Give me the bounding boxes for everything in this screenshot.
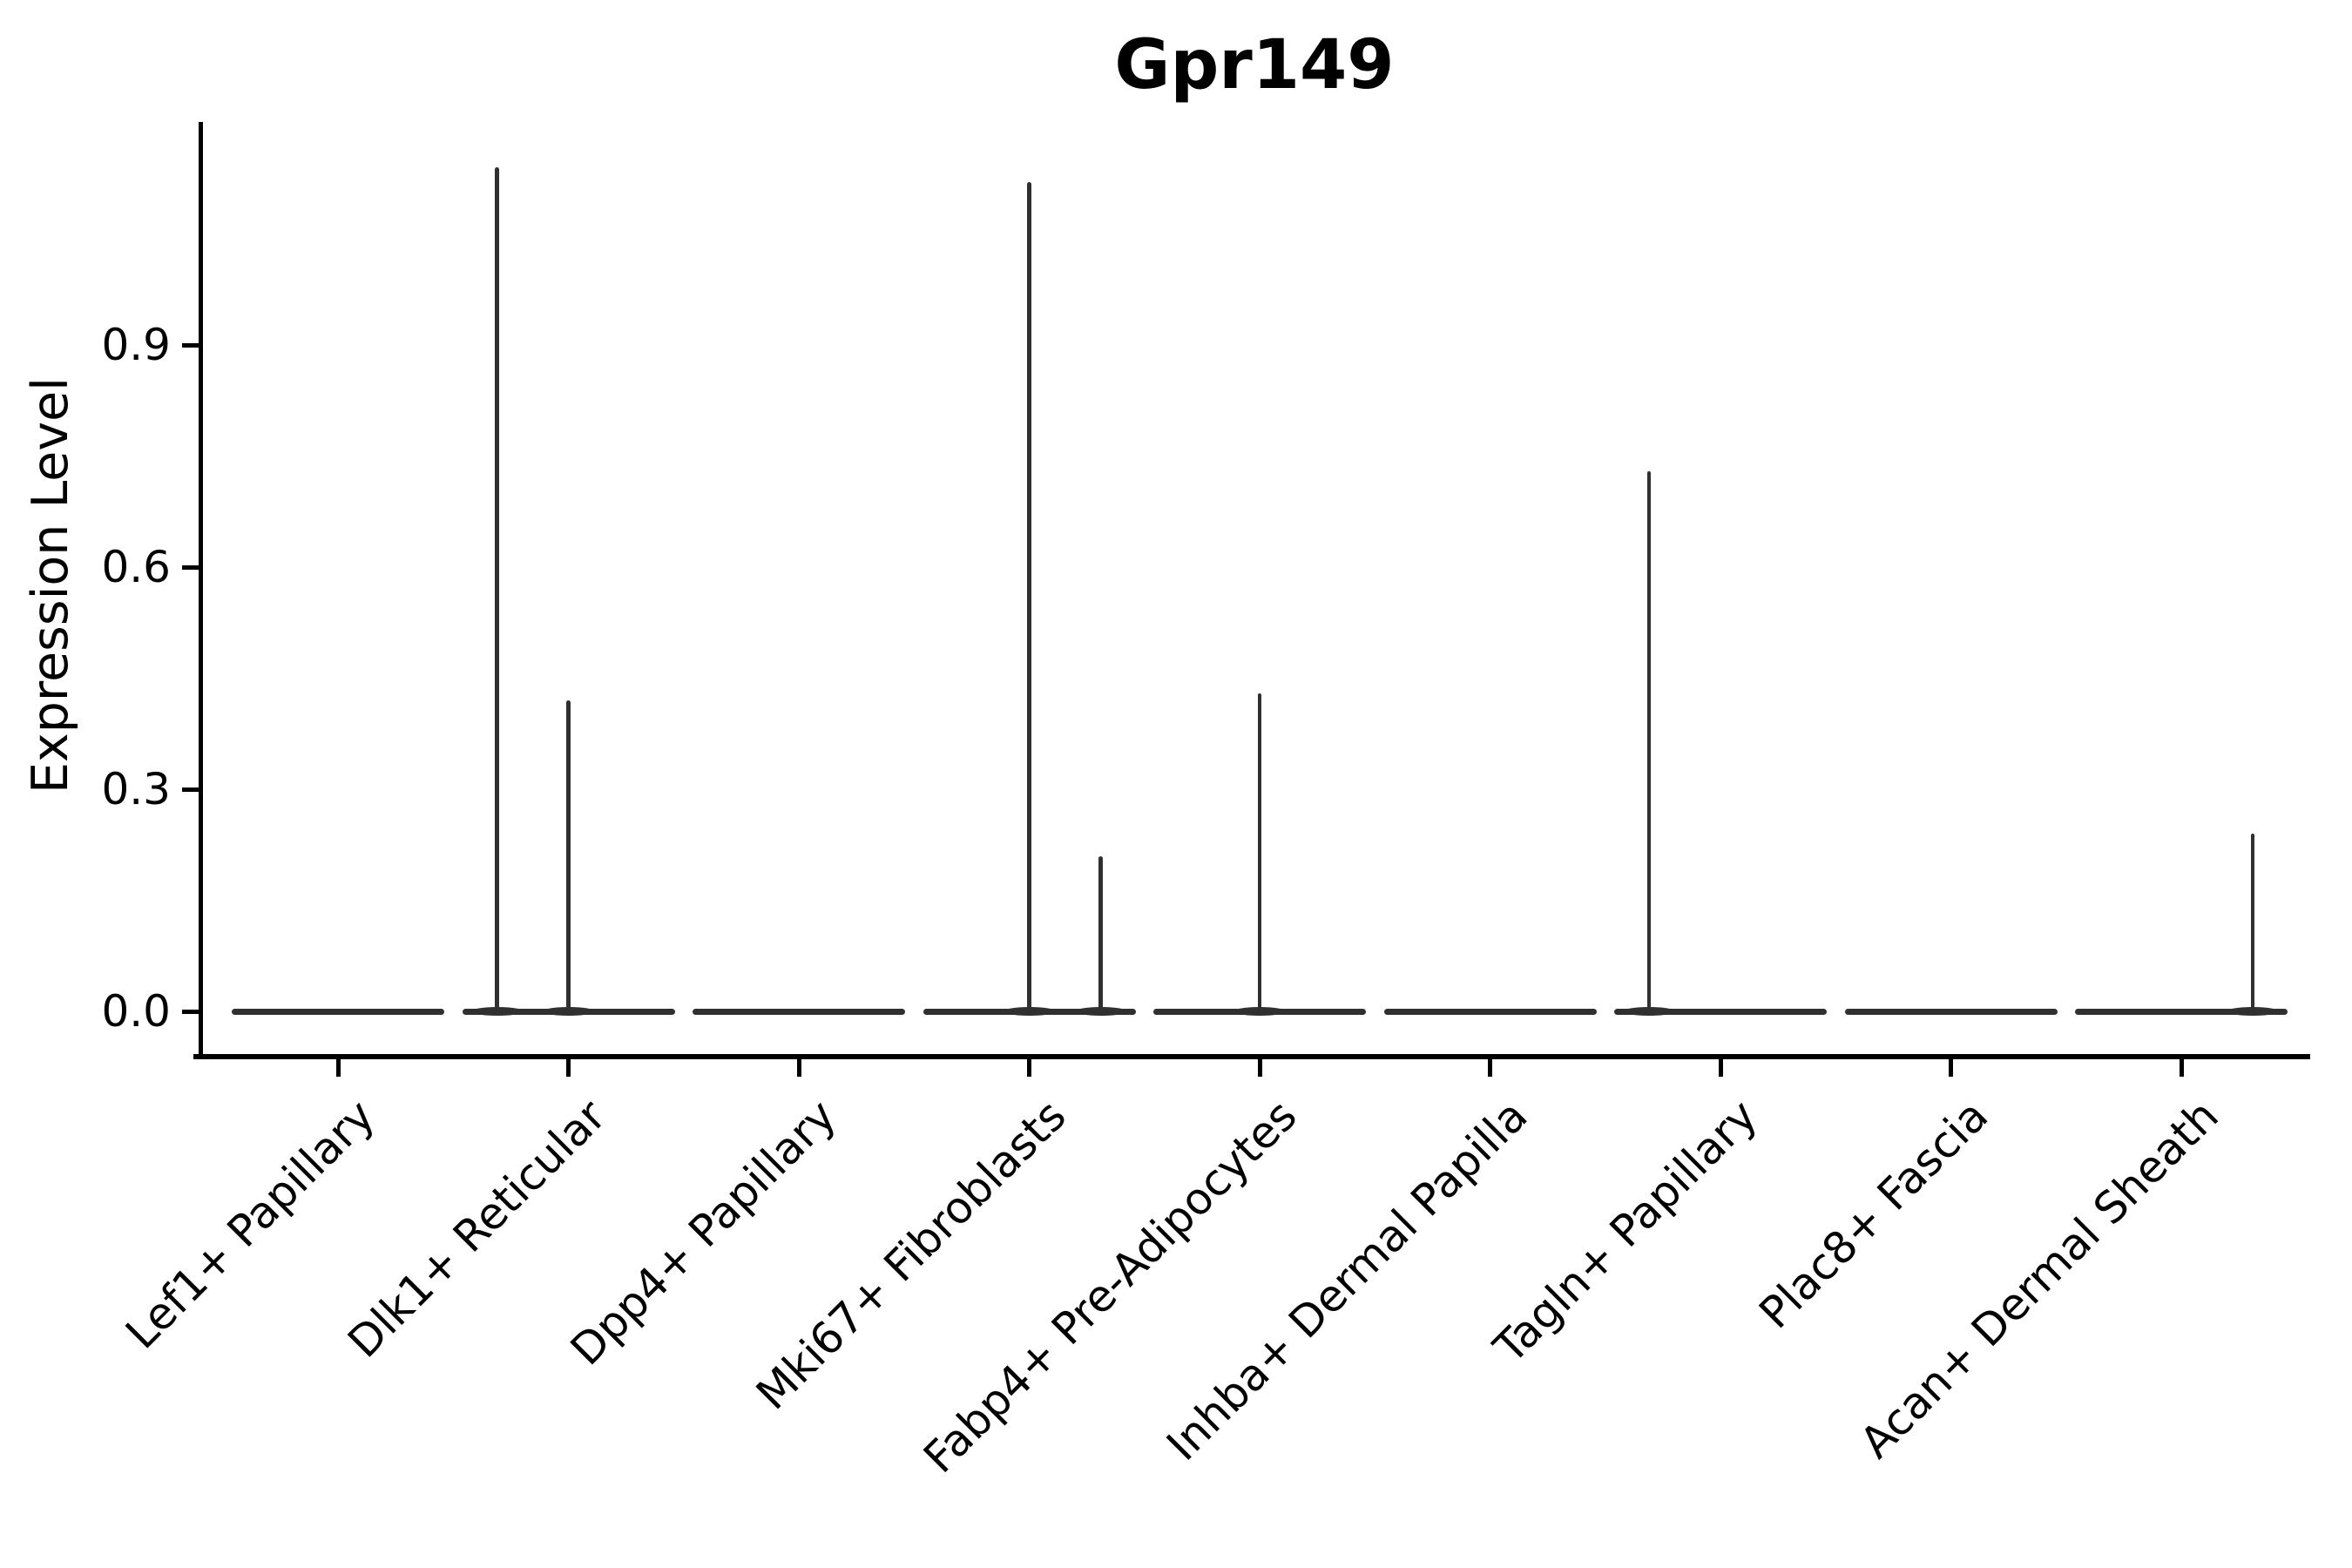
violin-spike	[1027, 182, 1031, 1014]
violin-spike	[2250, 834, 2255, 1014]
x-tick	[1949, 1059, 1953, 1077]
x-tick	[796, 1059, 801, 1077]
y-tick-label: 0.3	[101, 764, 171, 814]
x-tick	[2179, 1059, 2184, 1077]
x-tick	[566, 1059, 571, 1077]
violin-base	[1383, 1008, 1597, 1015]
y-tick-label: 0.9	[101, 320, 171, 370]
x-tick	[1027, 1059, 1031, 1077]
x-tick	[1257, 1059, 1262, 1077]
violin-spike	[1257, 693, 1262, 1014]
violin-spike	[1646, 470, 1652, 1014]
x-tick	[335, 1059, 341, 1077]
violin-spike	[495, 167, 499, 1014]
violin-spike	[1098, 855, 1103, 1014]
y-tick	[182, 1009, 199, 1014]
y-tick	[182, 342, 199, 348]
x-tick-label: Plac8+ Fascia	[1749, 1090, 1998, 1339]
x-tick	[1488, 1059, 1492, 1077]
y-tick	[182, 787, 199, 792]
x-tick-label: Fabp4+ Pre-Adipocytes	[914, 1090, 1307, 1484]
chart-title: Gpr149	[1114, 26, 1395, 105]
violin-spike	[566, 700, 571, 1014]
x-tick-label: Lef1+ Papillary	[116, 1090, 385, 1359]
x-axis-spine	[193, 1054, 2310, 1059]
violin-base	[232, 1008, 444, 1015]
violin-base	[693, 1008, 905, 1015]
violin-base	[2075, 1008, 2288, 1015]
y-tick	[182, 564, 199, 570]
violin-base	[1844, 1008, 2058, 1015]
y-axis-spine	[199, 122, 203, 1059]
y-tick-label: 0.0	[101, 986, 171, 1037]
violin-base	[1614, 1008, 1827, 1015]
x-tick	[1718, 1059, 1723, 1077]
y-tick-label: 0.6	[101, 542, 171, 592]
